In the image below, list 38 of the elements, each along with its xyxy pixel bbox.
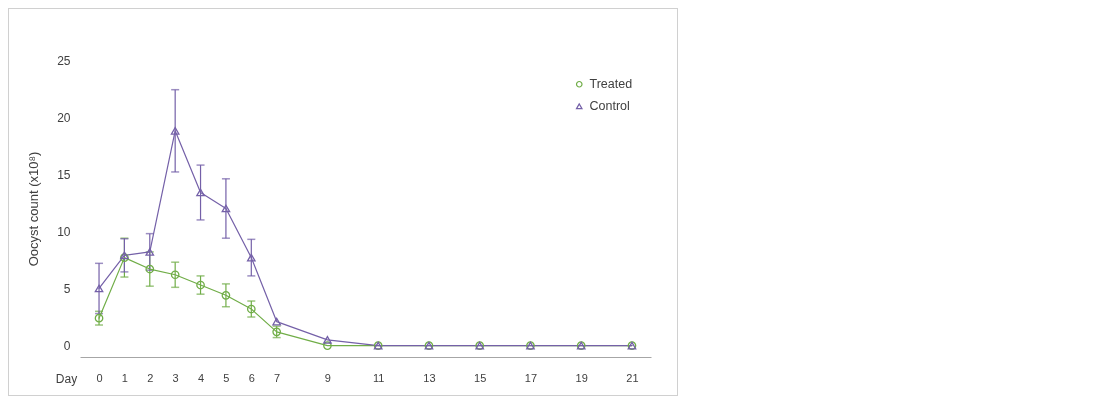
point [196,188,205,197]
legend-label: Treated [589,77,633,92]
x-tick-label: 7 [274,371,281,384]
x-tick-label: 3 [172,371,179,384]
point [145,264,155,274]
y-tick-label: 25 [57,53,71,68]
point [246,304,256,314]
x-tick-label: 11 [372,371,385,384]
point [323,336,332,344]
y-tick-label: 15 [57,167,71,182]
y-tick-label: 0 [63,339,71,354]
x-tick-label: 2 [147,371,154,384]
x-tick-label: 19 [575,371,588,384]
x-tick-label: 15 [474,371,487,384]
y-tick-label: 20 [57,110,71,125]
x-tick-label: 13 [423,371,436,384]
x-tick-label: 4 [197,371,205,384]
point [170,126,180,135]
y-axis-title: Oocyst count (x10⁸) [26,151,42,267]
y-tick-label: 10 [57,224,71,239]
x-axis-title: Day [55,371,78,386]
x-tick-label: 17 [524,371,538,384]
point [323,341,332,350]
point [221,290,231,300]
point [94,284,104,293]
x-tick-label: 6 [248,371,255,384]
point [196,280,205,290]
point [170,270,180,280]
x-tick-label: 0 [96,371,103,384]
point [246,253,256,262]
point [272,317,282,326]
x-tick-label: 1 [121,371,128,384]
point [221,204,231,213]
y-tick-label: 5 [63,281,71,296]
x-tick-label: 21 [626,371,639,384]
x-tick-label: 5 [223,371,230,384]
legend-label: Control [589,99,630,114]
x-tick-label: 9 [324,371,331,384]
